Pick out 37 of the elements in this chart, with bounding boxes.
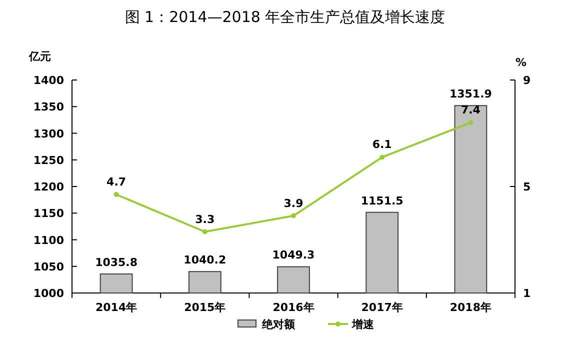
chart-title: 图 1：2014—2018 年全市生产总值及增长速度 [124, 8, 446, 26]
x-tick-label: 2017年 [361, 301, 403, 314]
point [380, 154, 385, 160]
legend-label: 绝对额 [261, 318, 296, 331]
y2-tick-label: 5 [523, 180, 531, 194]
y2-tick-label: 9 [523, 74, 531, 87]
y-tick-label: 1100 [33, 234, 64, 247]
data-label: 1040.2 [184, 254, 226, 267]
y2-tick-label: 1 [523, 287, 531, 300]
y-tick-label: 1300 [33, 127, 64, 140]
y-tick-label: 1150 [33, 207, 64, 220]
point [114, 192, 119, 197]
data-label: 7.4 [460, 104, 481, 117]
y-tick-label: 1400 [33, 74, 64, 87]
data-label: 4.7 [106, 175, 126, 188]
data-label: 1151.5 [360, 194, 404, 208]
y-axis-title: 亿元 [28, 50, 51, 63]
x-tick-label: 2015年 [184, 301, 226, 314]
data-label: 1351.9 [449, 88, 492, 101]
y2-axis-title: % [515, 56, 527, 69]
y-tick-label: 1000 [33, 287, 64, 300]
x-tick-label: 2018年 [450, 301, 492, 314]
y-tick-label: 1200 [33, 180, 64, 194]
data-label: 6.1 [372, 138, 392, 152]
y-tick-label: 1250 [33, 154, 64, 167]
data-label: 3.9 [284, 196, 304, 210]
data-label: 3.3 [195, 212, 215, 226]
x-tick-label: 2014年 [95, 301, 138, 314]
point [468, 120, 474, 126]
x-tick-label: 2016年 [272, 301, 314, 314]
y-tick-label: 1050 [33, 260, 64, 274]
point [291, 213, 296, 218]
data-label: 1035.8 [95, 256, 138, 269]
legend-label: 增速 [351, 318, 375, 331]
point [202, 229, 208, 234]
data-label: 1049.3 [272, 248, 315, 262]
y-tick-label: 1350 [33, 100, 64, 114]
